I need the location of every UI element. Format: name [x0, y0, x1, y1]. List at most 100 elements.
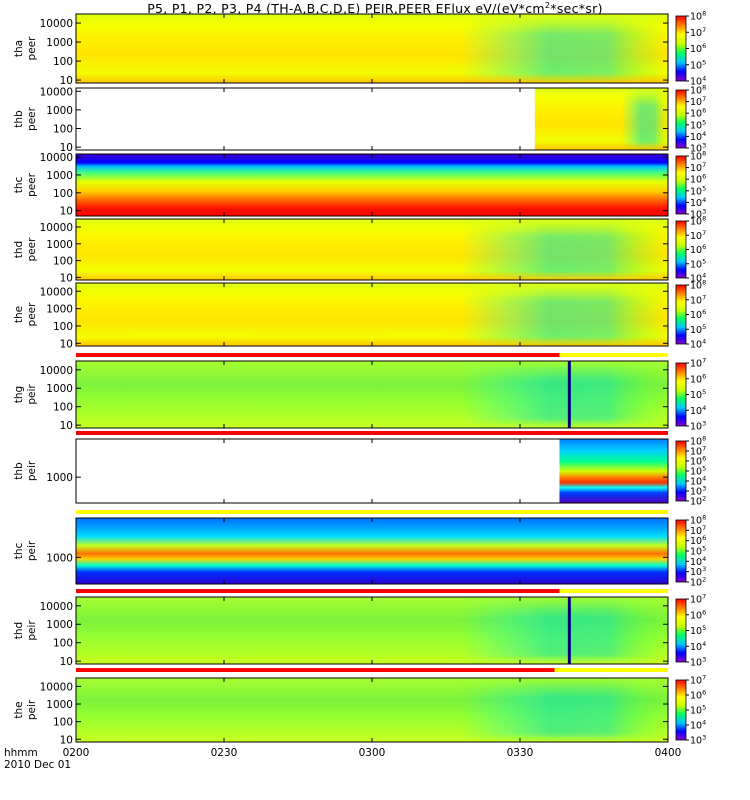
colorbar-tick-label: 103 [690, 485, 706, 498]
y-tick-label: 100 [53, 717, 73, 729]
panel-the-peir: 10 100 1000 10000 the peir 103 104 105 106 107 [13, 674, 706, 747]
y-label-species: peir [26, 460, 38, 481]
colorbar-tick-label: 107 [690, 161, 706, 174]
colorbar-tick-label: 104 [690, 475, 706, 488]
colorbar-tick-label: 106 [690, 107, 706, 120]
y-tick-label: 10000 [40, 601, 73, 613]
y-tick-label: 100 [53, 124, 73, 136]
y-label-probe: thb [13, 110, 25, 128]
colorbar-tick-label: 107 [690, 293, 706, 306]
colorbar-tick-label: 105 [690, 545, 706, 558]
y-tick-label: 100 [53, 638, 73, 650]
panel-thg-peir: 10 100 1000 10000 thg peir 103 104 105 106 107 [13, 357, 706, 435]
y-tick-label: 100 [53, 256, 73, 268]
y-tick-label: 1000 [46, 37, 73, 49]
y-tick-label: 10 [60, 272, 73, 284]
y-tick-label: 1000 [46, 304, 73, 316]
flag-bar-red [76, 353, 560, 357]
colorbar-tick-label: 103 [690, 142, 706, 155]
colorbar-tick-label: 102 [690, 576, 706, 589]
spectrogram-image [76, 154, 668, 216]
y-tick-label: 10 [60, 656, 73, 668]
colorbar-tick-label: 106 [690, 372, 706, 385]
colorbar-tick-label: 104 [690, 555, 706, 568]
colorbar [675, 220, 687, 279]
colorbar-tick-label: 107 [690, 26, 706, 39]
colorbar-tick-label: 108 [690, 84, 706, 97]
y-tick-label: 10000 [40, 86, 73, 98]
colorbar [675, 362, 687, 427]
colorbar [675, 598, 687, 663]
y-tick-label: 1000 [46, 105, 73, 117]
colorbar [675, 440, 687, 502]
y-label-probe: thd [13, 622, 25, 639]
spectrogram-overlay [76, 283, 668, 346]
colorbar [675, 679, 687, 741]
y-label-species: peir [26, 384, 38, 405]
colorbar-tick-label: 104 [690, 130, 706, 143]
spectrogram-overlay [76, 678, 668, 742]
y-label-probe: thg [13, 386, 25, 403]
y-label-probe: the [13, 701, 25, 718]
colorbar-tick-label: 106 [690, 608, 706, 621]
y-tick-label: 1000 [46, 239, 73, 251]
spectrogram-overlay [76, 597, 668, 664]
chart-title: P5, P1, P2, P3, P4 (TH-A,B,C,D,E) PEIR,P… [0, 1, 750, 16]
spectrogram-image [76, 518, 668, 584]
x-tick-label: 0400 [655, 747, 682, 759]
y-tick-label: 1000 [46, 552, 73, 564]
colorbar-tick-label: 105 [690, 704, 706, 717]
y-label-probe: thb [13, 462, 25, 480]
colorbar-tick-label: 104 [690, 404, 706, 417]
spectrogram-overlay [76, 361, 668, 428]
colorbar-tick-label: 107 [690, 357, 706, 370]
y-label-species: peer [26, 237, 38, 262]
y-tick-label: 10 [60, 338, 73, 350]
colorbar [675, 89, 687, 149]
colorbar-tick-label: 105 [690, 465, 706, 478]
colorbar-tick-label: 104 [690, 75, 706, 88]
colorbar-tick-label: 104 [690, 640, 706, 653]
colorbar-tick-label: 106 [690, 534, 706, 547]
y-label-probe: thc [13, 177, 25, 194]
y-label-probe: the [13, 306, 25, 323]
y-label-species: peer [26, 36, 38, 61]
y-tick-label: 10 [60, 420, 73, 432]
flag-bar-red [76, 431, 668, 435]
y-tick-label: 1000 [46, 619, 73, 631]
colorbar-tick-label: 102 [690, 495, 706, 508]
colorbar-tick-label: 108 [690, 435, 706, 448]
y-tick-label: 100 [53, 321, 73, 333]
colorbar-tick-label: 108 [690, 215, 706, 228]
colorbar-tick-label: 108 [690, 514, 706, 527]
colorbar-tick-label: 103 [690, 565, 706, 578]
colorbar-tick-label: 105 [690, 184, 706, 197]
spectrogram-overlay [76, 14, 668, 83]
colorbar-tick-label: 105 [690, 624, 706, 637]
colorbar-tick-label: 103 [690, 656, 706, 669]
x-tick-label: 0230 [211, 747, 238, 759]
y-label-probe: thc [13, 543, 25, 560]
y-tick-label: 10000 [40, 152, 73, 164]
colorbar-tick-label: 106 [690, 42, 706, 55]
y-tick-label: 1000 [46, 383, 73, 395]
y-tick-label: 100 [53, 188, 73, 200]
colorbar-tick-label: 107 [690, 524, 706, 537]
y-label-species: peer [26, 172, 38, 197]
colorbar-tick-label: 106 [690, 173, 706, 186]
date-label: 2010 Dec 01 [4, 759, 71, 771]
y-tick-label: 10000 [40, 365, 73, 377]
colorbar-tick-label: 105 [690, 257, 706, 270]
y-tick-label: 1000 [46, 170, 73, 182]
colorbar [675, 15, 687, 82]
colorbar [675, 155, 687, 215]
colorbar-tick-label: 108 [690, 150, 706, 163]
flag-bar-yellow [76, 510, 668, 514]
y-tick-label: 100 [53, 56, 73, 68]
